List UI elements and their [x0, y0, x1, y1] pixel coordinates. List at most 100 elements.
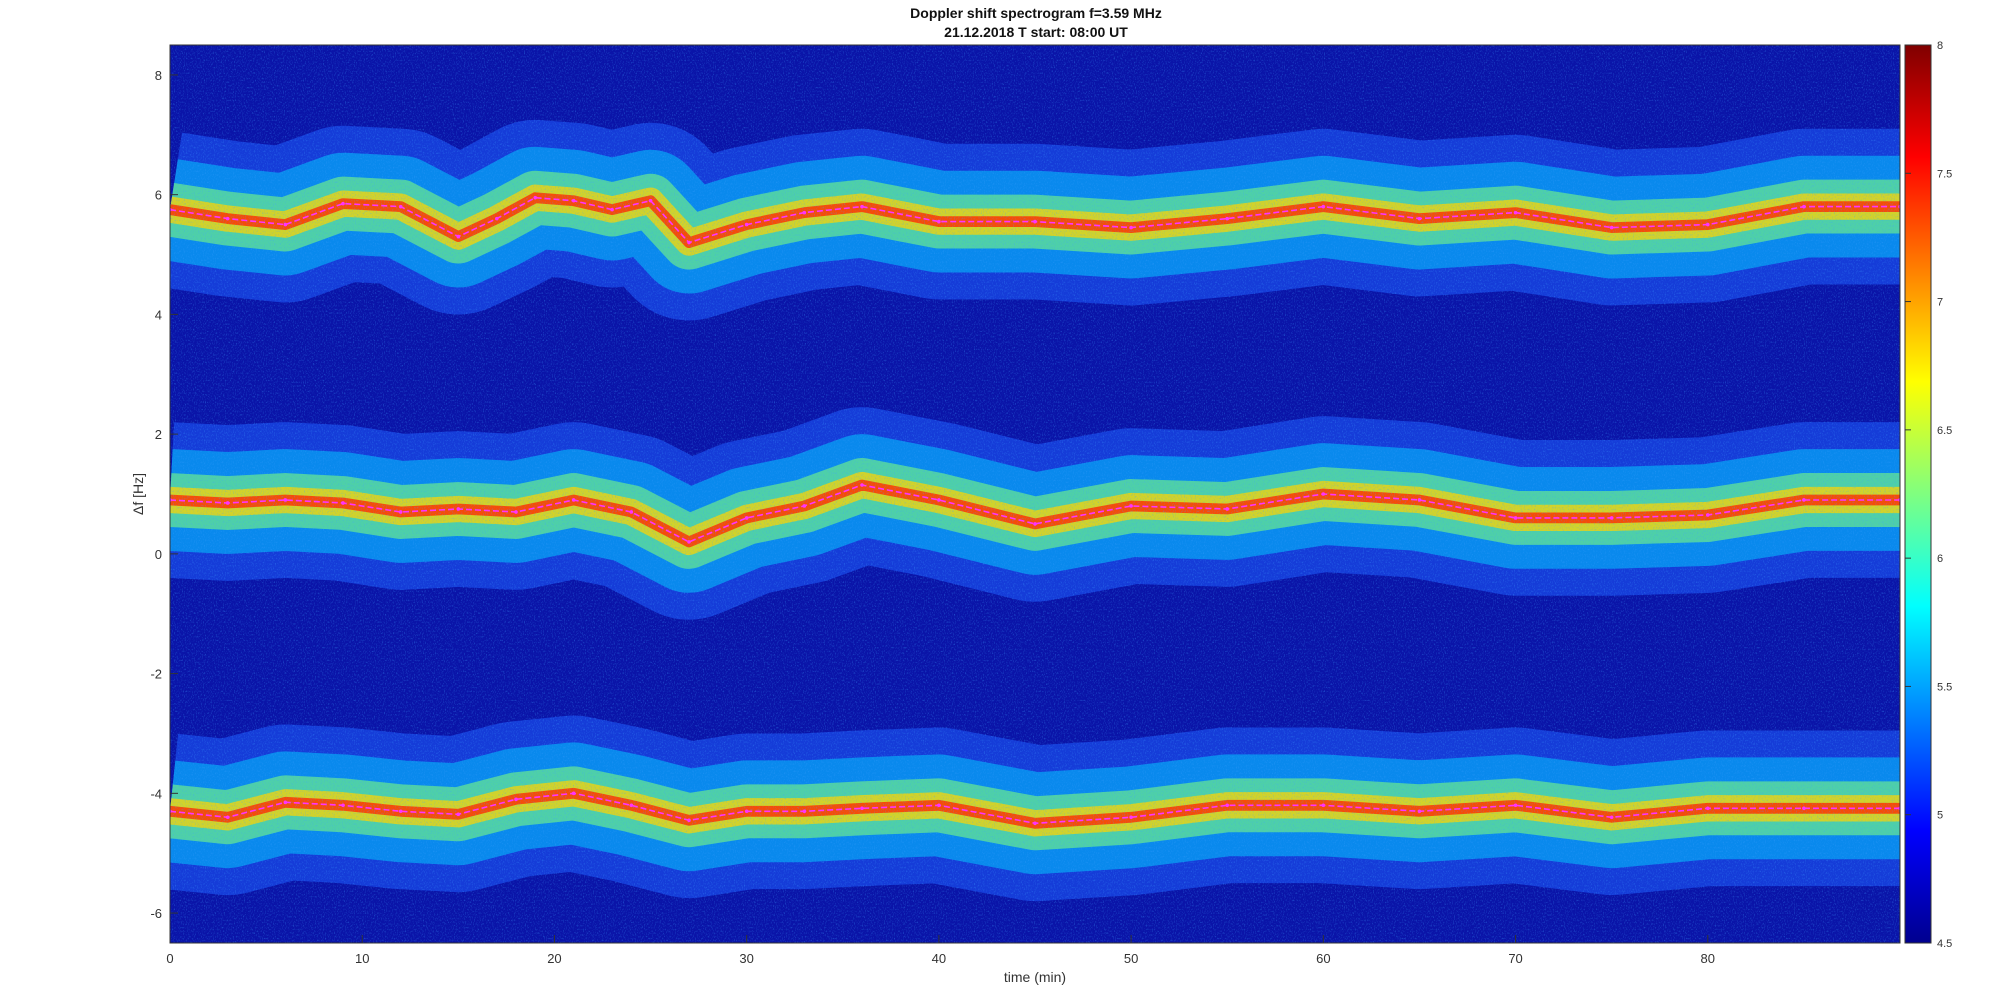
y-tick-label: 6	[155, 188, 162, 203]
trace-point	[571, 791, 576, 796]
trace-point	[937, 219, 941, 224]
trace-point	[456, 234, 461, 239]
y-tick-label: 0	[155, 547, 162, 562]
trace-point	[225, 815, 230, 820]
trace-point	[687, 540, 691, 544]
plot-area	[170, 45, 1900, 943]
trace-point	[1321, 492, 1326, 496]
trace-point	[1225, 507, 1230, 511]
trace-point	[571, 498, 576, 502]
trace-point	[860, 806, 864, 811]
trace-point	[494, 216, 499, 221]
trace-point	[283, 800, 288, 805]
trace-point	[1609, 815, 1614, 820]
trace-point	[648, 198, 653, 203]
x-axis: 0 10 20 30 40 50 60 70 80	[166, 935, 1715, 966]
trace-point	[225, 216, 230, 221]
chart-title: Doppler shift spectrogram f=3.59 MHz	[910, 5, 1162, 21]
trace-point	[860, 204, 864, 209]
colorbar-tick-label: 7	[1937, 297, 1943, 309]
x-tick-label: 30	[739, 951, 753, 966]
trace-point	[283, 498, 288, 502]
trace-point	[1513, 210, 1518, 215]
trace-point	[1033, 219, 1037, 224]
x-tick-label: 40	[932, 951, 946, 966]
trace-point	[1417, 498, 1422, 502]
trace-point	[341, 201, 345, 206]
trace-point	[744, 809, 749, 814]
trace-point	[937, 803, 941, 808]
trace-point	[1225, 803, 1230, 808]
x-tick-label: 60	[1316, 951, 1330, 966]
y-tick-label: -6	[150, 906, 162, 921]
trace-point	[514, 510, 518, 514]
trace-point	[1033, 821, 1037, 826]
trace-point	[744, 516, 749, 520]
colorbar-tick-label: 6	[1937, 553, 1943, 565]
trace-point	[398, 809, 403, 814]
trace-point	[1129, 815, 1133, 820]
x-tick-label: 10	[355, 951, 369, 966]
doppler-trace-line	[170, 196, 1900, 244]
trace-point	[571, 198, 576, 203]
trace-point	[687, 818, 691, 823]
trace-point	[1417, 809, 1422, 814]
x-tick-label: 0	[166, 951, 173, 966]
trace-point	[398, 510, 403, 514]
colorbar-tick-label: 5	[1937, 810, 1943, 822]
trace-point	[629, 803, 634, 808]
trace-point	[1705, 806, 1710, 811]
colorbar-tick-label: 5.5	[1937, 681, 1952, 693]
colorbar-ticks: 8 7.5 7 6.5 6 5.5 5 4.5	[1905, 40, 1952, 950]
trace-point	[533, 195, 538, 200]
trace-point	[283, 222, 288, 227]
trace-point	[1129, 504, 1133, 508]
trace-point	[1705, 222, 1710, 227]
trace-point	[687, 240, 691, 245]
trace-point	[802, 809, 807, 814]
trace-point	[1802, 204, 1806, 209]
plot-frame	[169, 44, 1901, 944]
y-axis: 8 6 4 2 0 -2 -4 -6	[150, 68, 178, 921]
trace-point	[1705, 513, 1710, 517]
y-tick-label: 8	[155, 68, 162, 83]
trace-point	[1513, 803, 1518, 808]
trace-point	[1802, 498, 1806, 502]
trace-point	[937, 498, 941, 502]
y-tick-label: 2	[155, 427, 162, 442]
trace-point	[610, 207, 614, 212]
colorbar-tick-label: 7.5	[1937, 168, 1952, 180]
noise-speckle	[170, 45, 1900, 943]
x-axis-label: time (min)	[1004, 969, 1066, 985]
trace-point	[860, 483, 864, 487]
x-tick-label: 70	[1508, 951, 1522, 966]
trace-point	[1129, 225, 1133, 230]
trace-point	[1033, 522, 1037, 526]
trace-point	[1321, 803, 1326, 808]
y-tick-label: -4	[150, 786, 162, 801]
trace-point	[802, 504, 807, 508]
colorbar	[1904, 44, 1932, 944]
trace-point	[398, 204, 403, 209]
trace-point	[1513, 516, 1518, 520]
trace-point	[802, 210, 807, 215]
doppler-trace-line	[170, 484, 1900, 543]
trace-point	[341, 501, 345, 505]
y-tick-label: 4	[155, 307, 162, 322]
colorbar-tick-label: 8	[1937, 40, 1943, 52]
trace-point	[629, 510, 634, 514]
trace-point	[1609, 516, 1614, 520]
trace-point	[456, 507, 461, 511]
colorbar-tick-label: 6.5	[1937, 425, 1952, 437]
doppler-trace-line	[170, 792, 1900, 825]
y-tick-label: -2	[150, 667, 162, 682]
trace-point	[1321, 204, 1326, 209]
trace-lines	[170, 195, 1900, 826]
trace-point	[1802, 806, 1806, 811]
trace-point	[225, 501, 230, 505]
trace-point	[1417, 216, 1422, 221]
trace-point	[514, 797, 518, 802]
y-axis-label: Δf [Hz]	[130, 473, 146, 515]
colorbar-tick-label: 4.5	[1937, 938, 1952, 950]
